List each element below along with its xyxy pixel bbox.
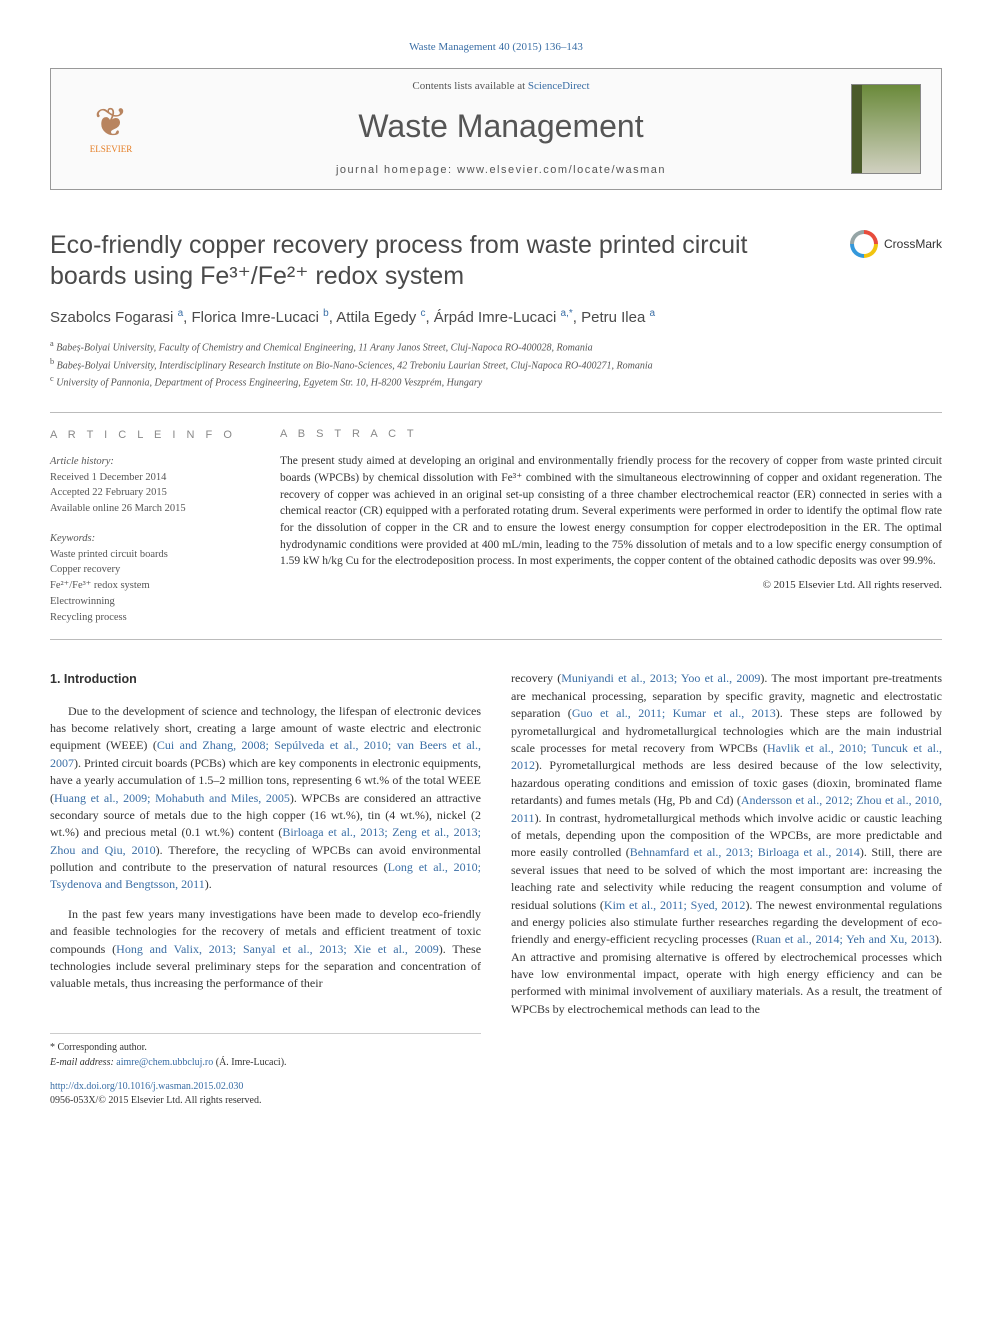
affiliation: b Babeș-Bolyai University, Interdiscipli…	[50, 356, 942, 373]
abstract: A B S T R A C T The present study aimed …	[280, 413, 942, 639]
keyword: Fe²⁺/Fe³⁺ redox system	[50, 578, 260, 594]
contents-prefix: Contents lists available at	[412, 80, 527, 92]
keyword: Copper recovery	[50, 562, 260, 578]
abstract-copyright: © 2015 Elsevier Ltd. All rights reserved…	[280, 578, 942, 594]
right-column: recovery (Muniyandi et al., 2013; Yoo et…	[511, 670, 942, 1108]
paragraph: Due to the development of science and te…	[50, 703, 481, 894]
intro-heading: 1. Introduction	[50, 670, 481, 688]
history-label: Article history:	[50, 454, 260, 470]
email-who: (Á. Imre-Lucaci).	[213, 1057, 286, 1068]
crossmark-label: CrossMark	[884, 236, 942, 253]
journal-cover-thumbnail[interactable]	[851, 84, 921, 174]
footnote-block: * Corresponding author. E-mail address: …	[50, 1033, 481, 1070]
journal-title: Waste Management	[151, 103, 851, 149]
paragraph: In the past few years many investigation…	[50, 906, 481, 993]
affiliation: a Babeș-Bolyai University, Faculty of Ch…	[50, 338, 942, 355]
article-title: Eco-friendly copper recovery process fro…	[50, 230, 850, 293]
left-column: 1. Introduction Due to the development o…	[50, 670, 481, 1108]
doi-link[interactable]: http://dx.doi.org/10.1016/j.wasman.2015.…	[50, 1081, 243, 1092]
affiliation-text: Babeș-Bolyai University, Faculty of Chem…	[56, 343, 592, 354]
sciencedirect-link[interactable]: ScienceDirect	[528, 80, 590, 92]
history-line: Received 1 December 2014	[50, 470, 260, 486]
contents-line: Contents lists available at ScienceDirec…	[151, 79, 851, 95]
journal-header: ❦ ELSEVIER Contents lists available at S…	[50, 68, 942, 190]
history-line: Available online 26 March 2015	[50, 501, 260, 517]
elsevier-logo[interactable]: ❦ ELSEVIER	[71, 84, 151, 174]
abstract-heading: A B S T R A C T	[280, 427, 942, 443]
paragraph: recovery (Muniyandi et al., 2013; Yoo et…	[511, 670, 942, 1018]
keyword: Electrowinning	[50, 594, 260, 610]
affiliations: a Babeș-Bolyai University, Faculty of Ch…	[50, 338, 942, 390]
abstract-text: The present study aimed at developing an…	[280, 453, 942, 570]
elsevier-label: ELSEVIER	[90, 143, 133, 156]
journal-ref-link[interactable]: Waste Management 40 (2015) 136–143	[409, 41, 583, 53]
affiliation: c University of Pannonia, Department of …	[50, 373, 942, 390]
keywords-label: Keywords:	[50, 531, 260, 547]
article-info-heading: A R T I C L E I N F O	[50, 427, 260, 444]
header-center: Contents lists available at ScienceDirec…	[151, 79, 851, 179]
corresponding-author: * Corresponding author.	[50, 1040, 481, 1055]
article-page: Waste Management 40 (2015) 136–143 ❦ ELS…	[0, 0, 992, 1149]
authors: Szabolcs Fogarasi a, Florica Imre-Lucaci…	[50, 307, 942, 329]
article-info: A R T I C L E I N F O Article history: R…	[50, 413, 280, 639]
title-row: Eco-friendly copper recovery process fro…	[50, 230, 942, 293]
affiliation-text: Babeș-Bolyai University, Interdisciplina…	[57, 360, 653, 371]
journal-reference[interactable]: Waste Management 40 (2015) 136–143	[50, 40, 942, 56]
corr-email-link[interactable]: aimre@chem.ubbcluj.ro	[116, 1057, 213, 1068]
info-abstract-row: A R T I C L E I N F O Article history: R…	[50, 412, 942, 640]
crossmark-icon	[850, 230, 878, 258]
history-line: Accepted 22 February 2015	[50, 485, 260, 501]
issn-line: 0956-053X/© 2015 Elsevier Ltd. All right…	[50, 1095, 261, 1106]
keyword: Waste printed circuit boards	[50, 547, 260, 563]
journal-homepage[interactable]: journal homepage: www.elsevier.com/locat…	[151, 163, 851, 179]
elsevier-tree-icon: ❦	[94, 103, 128, 143]
affiliation-text: University of Pannonia, Department of Pr…	[56, 377, 482, 388]
body-columns: 1. Introduction Due to the development o…	[50, 670, 942, 1108]
footer: http://dx.doi.org/10.1016/j.wasman.2015.…	[50, 1080, 481, 1109]
crossmark-badge[interactable]: CrossMark	[850, 230, 942, 258]
email-line: E-mail address: aimre@chem.ubbcluj.ro (Á…	[50, 1055, 481, 1070]
email-label: E-mail address:	[50, 1057, 116, 1068]
keyword: Recycling process	[50, 610, 260, 626]
